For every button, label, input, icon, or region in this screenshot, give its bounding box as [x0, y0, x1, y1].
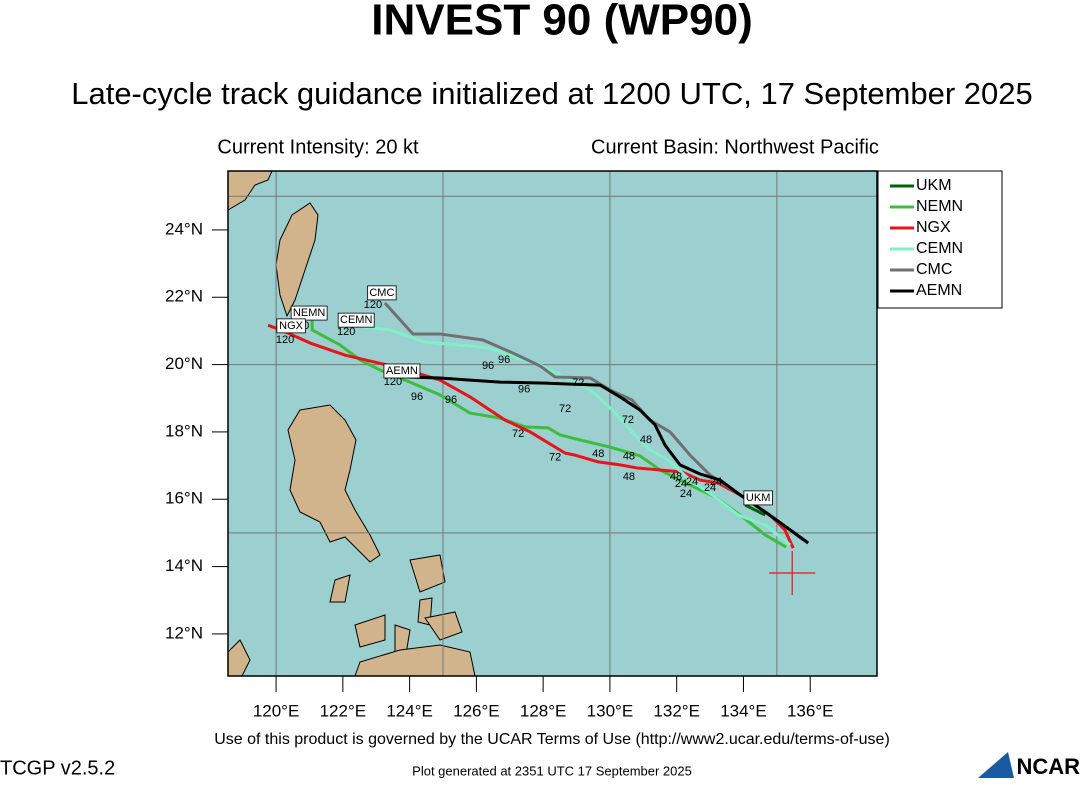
model-label-box: [276, 318, 306, 334]
track: [744, 503, 766, 517]
hour-label: 48: [640, 434, 652, 446]
x-tick-label: 128°E: [520, 701, 567, 720]
model-label-box: [290, 305, 328, 321]
current-position: [769, 550, 816, 595]
hour-label: 48: [623, 451, 635, 463]
hour-label: 24: [675, 478, 687, 490]
model-label: UKM: [746, 492, 770, 504]
land-mass: [329, 574, 351, 603]
land-mass: [287, 404, 381, 563]
intensity: Current Intensity: 20 kt: [217, 136, 419, 158]
model-label: NEMN: [293, 307, 325, 319]
hour-label: 96: [411, 391, 423, 403]
legend-label: NGX: [916, 219, 951, 236]
hour-label: 72: [549, 452, 561, 464]
x-tick-label: 126°E: [453, 701, 500, 720]
x-tick-label: 120°E: [253, 701, 300, 720]
basin: Current Basin: Northwest Pacific: [591, 136, 879, 158]
x-tick-label: 122°E: [320, 701, 367, 720]
hour-label: 72: [622, 414, 634, 426]
hour-label: 72: [512, 428, 524, 440]
map-frame: [227, 170, 878, 677]
x-tick-label: 132°E: [653, 701, 700, 720]
hour-label: 72: [559, 403, 571, 415]
logo-mark: [978, 752, 1014, 778]
y-tick-label: 22°N: [165, 287, 203, 306]
hour-label: 72: [572, 377, 584, 389]
model-label-box: [367, 285, 397, 301]
hour-label: 48: [670, 471, 682, 483]
model-label: AEMN: [386, 365, 418, 377]
land-mass: [409, 554, 446, 593]
hour-label: 24: [686, 476, 698, 488]
legend-label: CEMN: [916, 240, 963, 257]
y-tick-label: 20°N: [165, 354, 203, 373]
hour-label: 120: [384, 376, 402, 388]
y-tick-label: 14°N: [165, 556, 203, 575]
logo: NCAR: [1016, 754, 1080, 779]
track: [310, 320, 787, 549]
y-tick-label: 12°N: [165, 623, 203, 642]
land-mass: [354, 614, 386, 648]
hour-label: 120: [337, 326, 355, 338]
legend-label: UKM: [916, 177, 952, 194]
x-tick-label: 134°E: [720, 701, 767, 720]
subtitle: Late-cycle track guidance initialized at…: [71, 76, 1033, 111]
model-label: CEMN: [340, 314, 372, 326]
model-label: NGX: [279, 320, 304, 332]
land: [227, 170, 476, 677]
generated: Plot generated at 2351 UTC 17 September …: [412, 763, 692, 778]
legend-label: NEMN: [916, 198, 963, 215]
hour-label: 96: [518, 384, 530, 396]
y-tick-label: 18°N: [165, 421, 203, 440]
version: TCGP v2.5.2: [0, 757, 115, 779]
hour-label: 120: [276, 334, 294, 346]
hour-label: 48: [623, 471, 635, 483]
model-label: CMC: [369, 287, 394, 299]
terms: Use of this product is governed by the U…: [214, 731, 890, 748]
land-mass: [275, 202, 319, 318]
title: INVEST 90 (WP90): [371, 0, 752, 45]
hour-label: 24: [710, 476, 722, 488]
model-label-box: [337, 312, 375, 328]
hour-label: 24: [704, 482, 716, 494]
hour-label: 48: [592, 448, 604, 460]
hour-label: 24: [680, 488, 692, 500]
legend-label: AEMN: [916, 282, 962, 299]
hour-label: 96: [498, 354, 510, 366]
hour-label: 120: [364, 299, 382, 311]
legend-label: CMC: [916, 261, 952, 278]
track: [361, 325, 792, 547]
x-tick-label: 124°E: [386, 701, 433, 720]
land-mass: [424, 611, 463, 641]
y-tick-label: 16°N: [165, 489, 203, 508]
x-tick-label: 136°E: [787, 701, 834, 720]
hour-label: 96: [445, 394, 457, 406]
x-tick-label: 130°E: [587, 701, 634, 720]
model-label-box: [383, 363, 421, 379]
hour-label: 96: [482, 360, 494, 372]
plot-area: 1201201201201209696969696727272727248484…: [228, 171, 877, 676]
legend: [877, 170, 1003, 309]
model-label-box: [743, 490, 773, 506]
y-tick-label: 24°N: [165, 219, 203, 238]
